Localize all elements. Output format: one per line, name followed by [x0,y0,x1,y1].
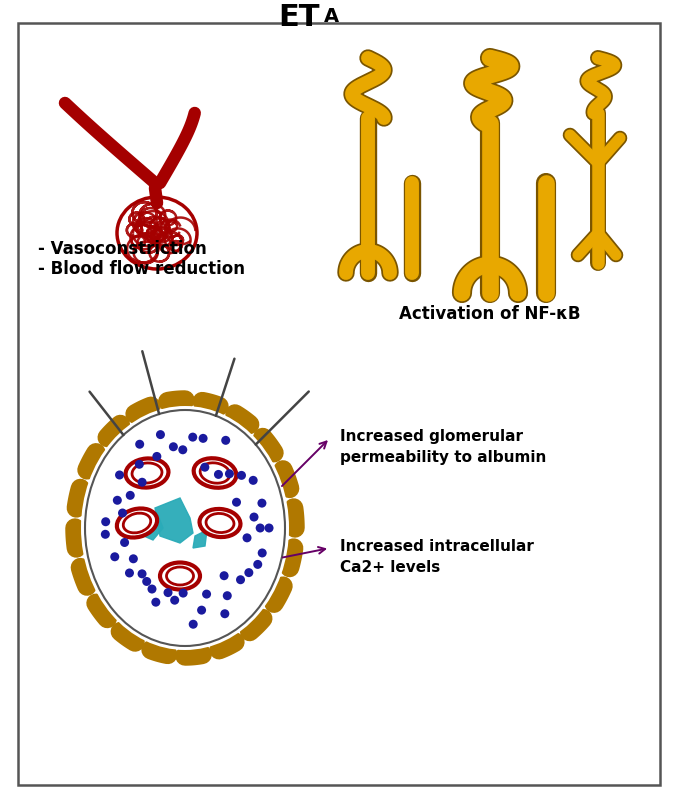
Circle shape [178,446,187,454]
Circle shape [264,524,273,533]
Circle shape [220,609,229,618]
Circle shape [138,569,146,579]
Circle shape [163,589,172,597]
Circle shape [256,524,264,533]
Circle shape [258,548,266,558]
Circle shape [129,555,138,564]
Text: Increased intracellular
Ca2+ levels: Increased intracellular Ca2+ levels [340,538,534,574]
Circle shape [125,569,134,577]
Text: ET: ET [279,2,320,31]
Circle shape [236,576,245,585]
Polygon shape [193,530,207,548]
Circle shape [214,471,223,479]
Circle shape [135,440,144,449]
Circle shape [101,530,110,539]
Circle shape [223,592,232,601]
Text: - Blood flow reduction: - Blood flow reduction [38,259,245,278]
Circle shape [138,478,146,487]
Circle shape [135,460,144,469]
Circle shape [250,513,258,522]
Circle shape [254,560,262,569]
Ellipse shape [200,463,230,483]
Circle shape [237,471,246,480]
Circle shape [115,471,124,480]
Circle shape [169,442,178,452]
Polygon shape [155,499,193,544]
Circle shape [113,496,122,505]
Circle shape [125,491,135,500]
Ellipse shape [206,514,234,533]
Circle shape [151,598,160,607]
Circle shape [148,585,157,593]
Circle shape [243,534,252,543]
Circle shape [244,569,254,577]
Circle shape [118,509,127,518]
Ellipse shape [123,513,151,533]
Circle shape [142,577,151,586]
Circle shape [120,538,129,548]
Circle shape [153,452,161,462]
Circle shape [225,470,234,479]
Ellipse shape [85,410,285,646]
Circle shape [156,430,165,439]
Circle shape [197,606,206,615]
Ellipse shape [160,563,200,589]
Ellipse shape [81,406,289,650]
Ellipse shape [194,459,237,488]
Circle shape [202,590,211,599]
Circle shape [200,463,210,472]
Circle shape [111,552,119,561]
Circle shape [199,434,207,443]
Ellipse shape [117,509,157,538]
Ellipse shape [167,567,193,585]
Text: Activation of NF-κB: Activation of NF-κB [399,304,581,323]
Circle shape [232,498,241,507]
Ellipse shape [132,463,162,483]
Circle shape [258,499,266,508]
Circle shape [188,433,197,442]
Text: A: A [324,7,339,26]
Circle shape [220,572,228,581]
Circle shape [221,436,231,446]
Circle shape [170,596,179,605]
Polygon shape [137,513,163,540]
Circle shape [188,620,198,629]
Text: - Vasoconstriction: - Vasoconstriction [38,240,207,258]
Circle shape [249,476,258,485]
Text: Increased glomerular
permeability to albumin: Increased glomerular permeability to alb… [340,429,546,464]
Ellipse shape [199,509,241,537]
Circle shape [179,589,188,598]
Ellipse shape [125,459,168,488]
Circle shape [101,518,111,527]
